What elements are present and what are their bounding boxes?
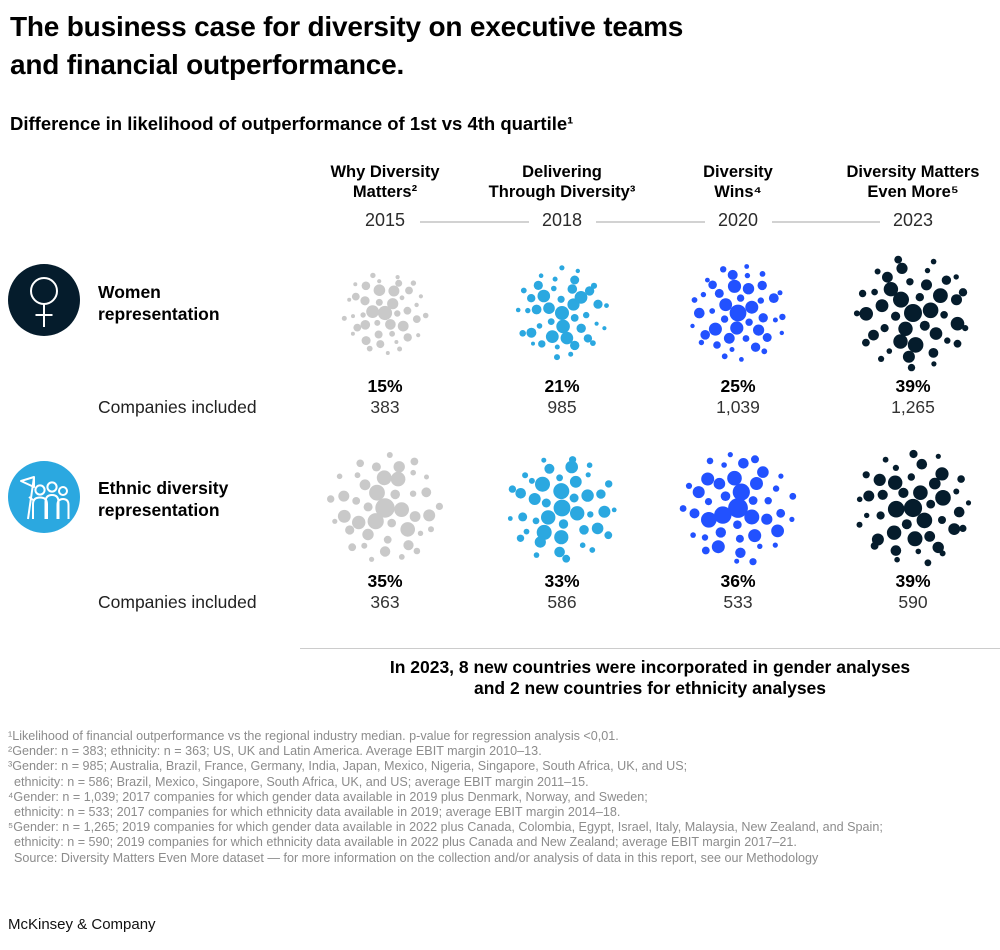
bubble-cluster-women-2023 [853, 255, 969, 372]
companies-included-label-ethnic: Companies included [98, 592, 257, 612]
female-symbol-icon [8, 264, 80, 336]
year-label-2018: 2018 [541, 210, 583, 230]
ethnic-count-2023: 590 [898, 592, 928, 612]
ethnic-pct-2018: 33% [544, 571, 580, 591]
ethnic-pct-2023: 39% [895, 571, 931, 591]
year-label-2020: 2020 [717, 210, 759, 230]
bubble-cluster-ethnic-2018 [507, 456, 617, 563]
women-pct-2023: 39% [895, 376, 931, 396]
women-count-2020: 1,039 [716, 397, 760, 417]
timeline-connector [420, 221, 529, 223]
bubble-cluster-ethnic-2020 [679, 452, 797, 566]
bubble-cluster-women-2018 [515, 265, 609, 361]
column-header-2020: Diversity Wins⁴ [703, 163, 773, 201]
year-label-2015: 2015 [364, 210, 406, 230]
year-label-2023: 2023 [892, 210, 934, 230]
ethnic-pct-2020: 36% [720, 571, 756, 591]
women-pct-2015: 15% [367, 376, 403, 396]
bubble-cluster-women-2020 [690, 264, 786, 362]
women-pct-2020: 25% [720, 376, 756, 396]
ethnic-count-2020: 533 [723, 592, 753, 612]
footnote-2: ²Gender: n = 383; ethnicity: n = 363; US… [8, 744, 542, 759]
footnote-5-continued: ethnicity: n = 590; 2019 companies for w… [14, 835, 797, 850]
footnote-5: ⁵Gender: n = 1,265; 2019 companies for w… [8, 820, 883, 835]
column-header-2015: Why Diversity Matters² [330, 163, 440, 201]
footnote-4: ⁴Gender: n = 1,039; 2017 companies for w… [8, 789, 648, 804]
note-divider [300, 648, 1000, 649]
footnote-4-continued: ethnicity: n = 533; 2017 companies for w… [14, 805, 621, 820]
column-header-2023: Diversity Matters Even More⁵ [846, 163, 980, 201]
ethnic-count-2015: 363 [370, 592, 400, 612]
bubble-cluster-ethnic-2023 [856, 449, 972, 567]
ethnic-count-2018: 586 [547, 592, 577, 612]
row-label-women: Women representation [98, 282, 220, 324]
footnote-3-continued: ethnicity: n = 586; Brazil, Mexico, Sing… [14, 774, 589, 789]
women-count-2015: 383 [370, 397, 400, 417]
companies-included-label-women: Companies included [98, 397, 257, 417]
timeline-connector [596, 221, 705, 223]
footnote-3: ³Gender: n = 985; Australia, Brazil, Fra… [8, 759, 688, 774]
bubble-cluster-women-2015 [341, 272, 429, 355]
women-count-2018: 985 [547, 397, 577, 417]
women-pct-2018: 21% [544, 376, 580, 396]
footnotes: ¹Likelihood of financial outperformance … [8, 729, 993, 866]
chart-subtitle: Difference in likelihood of outperforman… [10, 113, 574, 134]
ethnic-pct-2015: 35% [367, 571, 403, 591]
footnote-1: ¹Likelihood of financial outperformance … [8, 729, 619, 743]
mckinsey-wordmark: McKinsey & Company [8, 916, 156, 933]
timeline-connector [772, 221, 880, 223]
row-label-ethnic-diversity: Ethnic diversity representation [98, 478, 229, 520]
women-count-2023: 1,265 [891, 397, 935, 417]
bubble-cluster-ethnic-2015 [327, 452, 443, 562]
source-line: Source: Diversity Matters Even More data… [14, 850, 819, 865]
people-flag-icon [8, 461, 80, 533]
column-header-2018: Delivering Through Diversity³ [488, 163, 636, 201]
page-title: The business case for diversity on execu… [10, 11, 684, 80]
chart-note: In 2023, 8 new countries were incorporat… [389, 657, 911, 698]
